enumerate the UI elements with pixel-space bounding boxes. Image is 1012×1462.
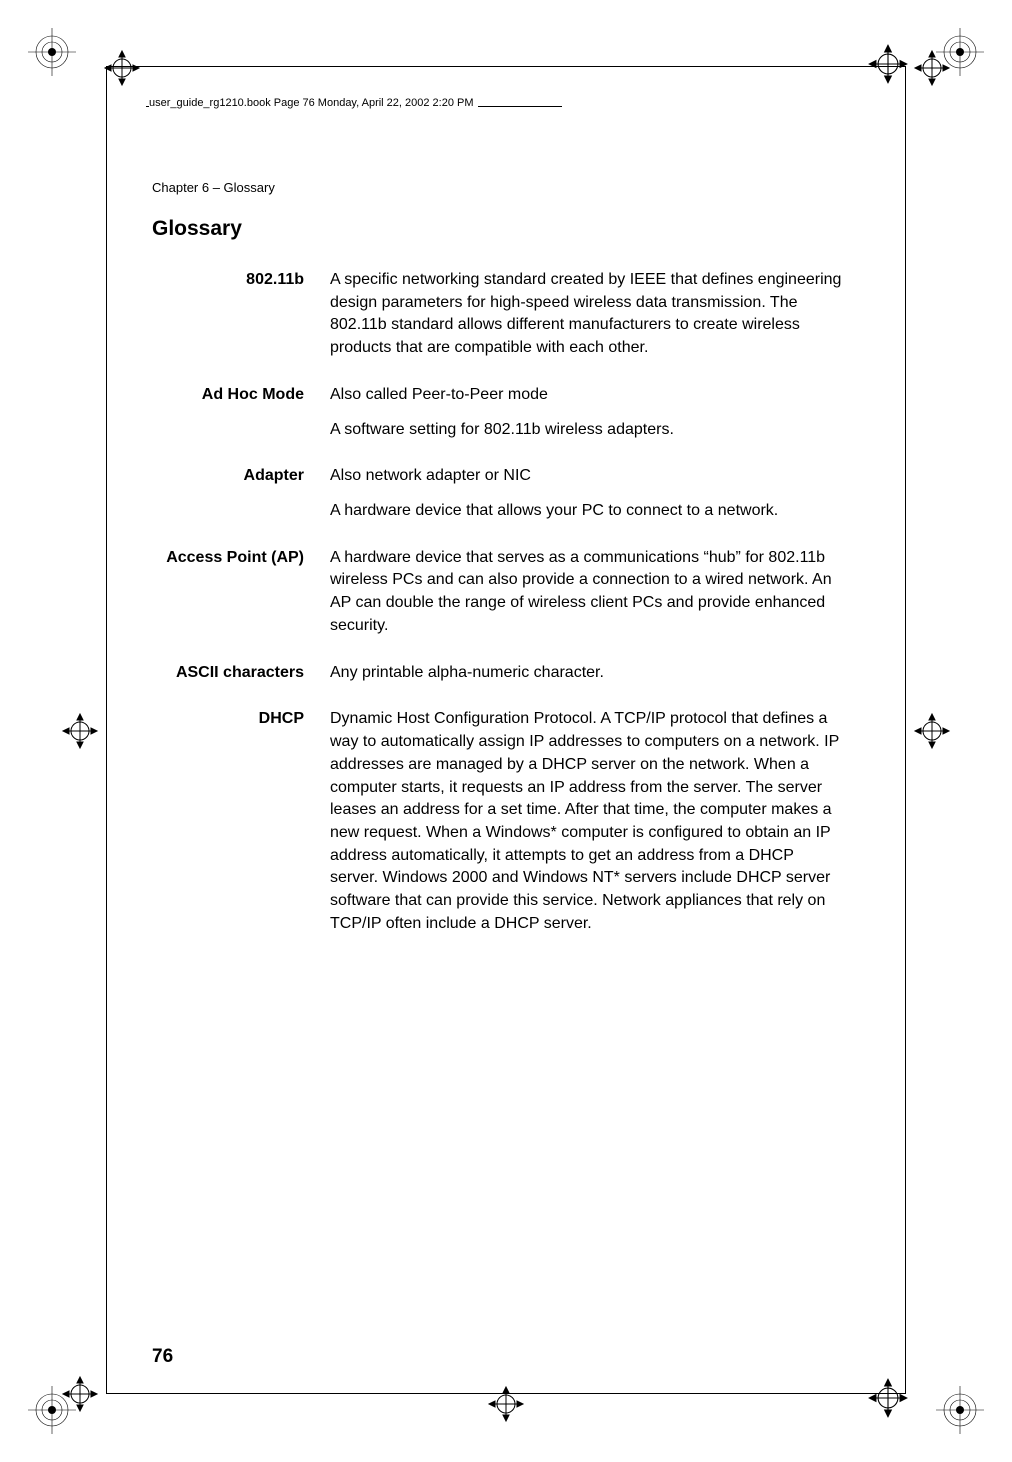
- definition-paragraph: Also called Peer-to-Peer mode: [330, 384, 844, 407]
- section-title: Glossary: [152, 217, 844, 241]
- glossary-table: 802.11b A specific networking standard c…: [152, 269, 844, 960]
- definition-paragraph: Any printable alpha-numeric character.: [330, 662, 844, 685]
- definition-paragraph: A hardware device that serves as a commu…: [330, 547, 844, 638]
- glossary-definition: Also called Peer-to-Peer mode A software…: [330, 384, 844, 465]
- definition-paragraph: A hardware device that allows your PC to…: [330, 500, 844, 523]
- crop-mark-icon: [912, 48, 952, 88]
- glossary-term: DHCP: [152, 708, 330, 959]
- definition-paragraph: Also network adapter or NIC: [330, 465, 844, 488]
- crop-mark-icon: [912, 711, 952, 751]
- glossary-term: Adapter: [152, 465, 330, 546]
- definition-paragraph: A specific networking standard created b…: [330, 269, 844, 360]
- glossary-term: 802.11b: [152, 269, 330, 384]
- page-number: 76: [152, 1346, 173, 1368]
- crop-mark-icon: [60, 1374, 100, 1414]
- glossary-term: Ad Hoc Mode: [152, 384, 330, 465]
- glossary-term: ASCII characters: [152, 662, 330, 709]
- chapter-label: Chapter 6 – Glossary: [152, 180, 844, 195]
- page-content: Chapter 6 – Glossary Glossary 802.11b A …: [152, 180, 844, 960]
- glossary-definition: A hardware device that serves as a commu…: [330, 547, 844, 662]
- glossary-term: Access Point (AP): [152, 547, 330, 662]
- crop-mark-icon: [60, 711, 100, 751]
- registration-mark-bottom-right: [936, 1386, 984, 1434]
- glossary-definition: Any printable alpha-numeric character.: [330, 662, 844, 709]
- registration-mark-top-left: [28, 28, 76, 76]
- running-header: user_guide_rg1210.book Page 76 Monday, A…: [149, 97, 478, 109]
- glossary-definition: A specific networking standard created b…: [330, 269, 844, 384]
- definition-paragraph: A software setting for 802.11b wireless …: [330, 419, 844, 442]
- definition-paragraph: Dynamic Host Configuration Protocol. A T…: [330, 708, 844, 935]
- glossary-definition: Also network adapter or NIC A hardware d…: [330, 465, 844, 546]
- glossary-definition: Dynamic Host Configuration Protocol. A T…: [330, 708, 844, 959]
